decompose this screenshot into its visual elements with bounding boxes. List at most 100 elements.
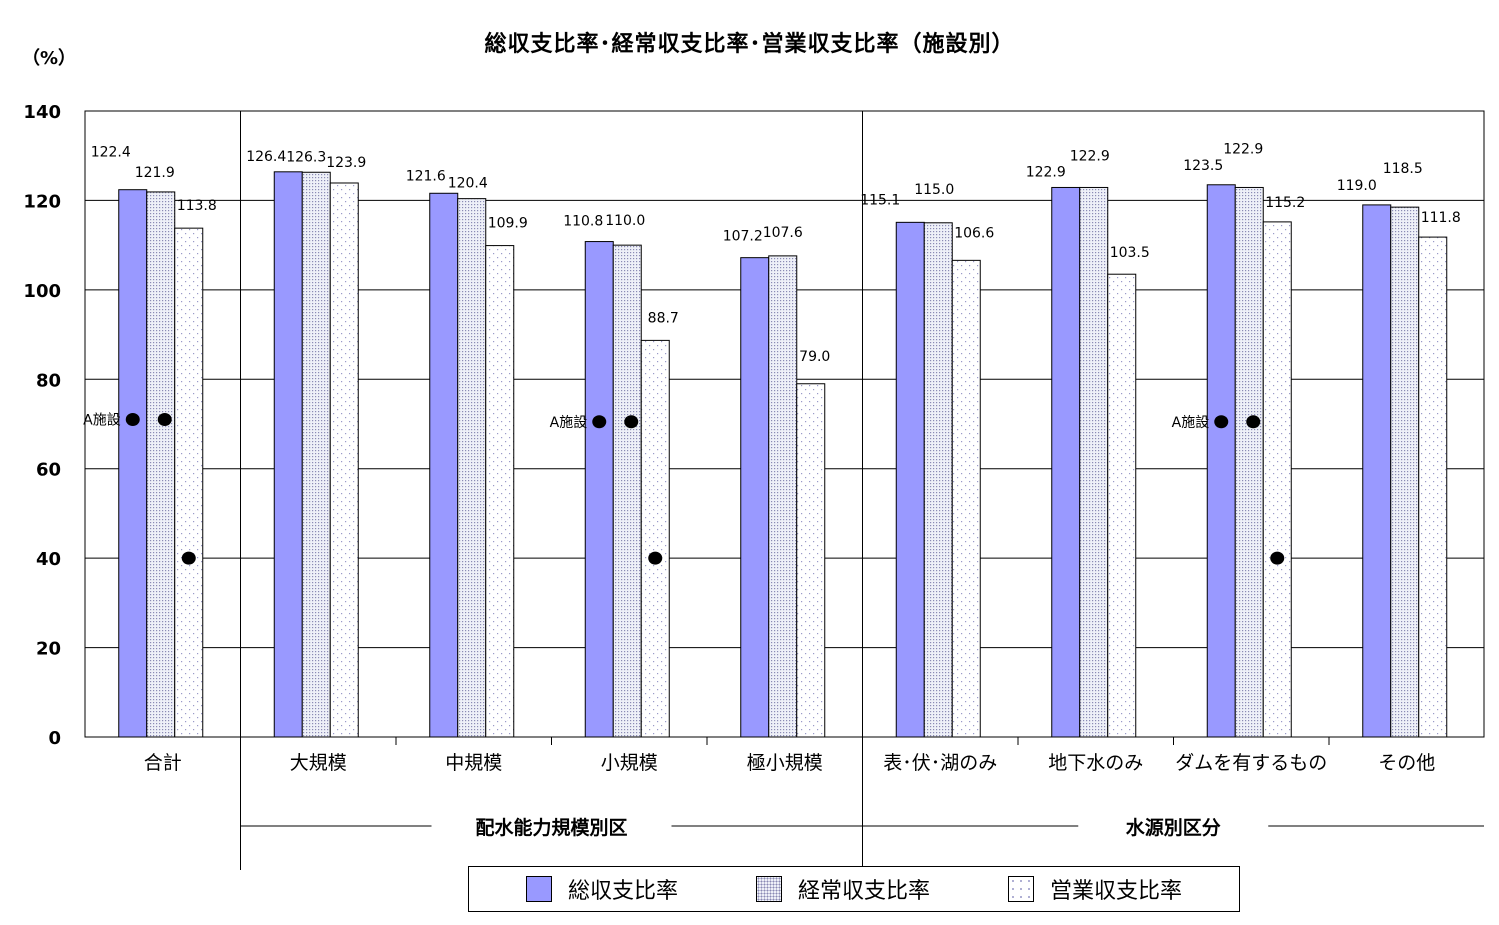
bar-total — [584, 241, 614, 738]
bar-total — [740, 257, 770, 738]
legend-label-operating: 営業収支比率 — [1049, 879, 1182, 904]
data-label-total: 110.8 — [563, 214, 603, 230]
legend-label-ordinary: 経常収支比率 — [797, 879, 930, 904]
data-label-total: 122.4 — [91, 145, 131, 161]
facility-marker-label: A施設 — [1172, 415, 1210, 431]
data-label-total: 126.4 — [246, 149, 286, 165]
legend-swatch-ordinary — [755, 876, 782, 902]
y-tick-label: 60 — [36, 460, 61, 481]
data-label-ordinary: 122.9 — [1223, 141, 1263, 157]
legend-label-total: 総収支比率 — [567, 879, 678, 904]
data-label-ordinary: 110.0 — [605, 213, 645, 229]
bar-total — [1362, 204, 1392, 738]
facility-marker — [1214, 415, 1229, 429]
x-tick-label: 小規模 — [601, 752, 658, 774]
legend-item-operating: 営業収支比率 — [1007, 873, 1182, 905]
bar-operating — [485, 245, 515, 738]
bar-ordinary — [457, 198, 487, 738]
bar-total — [273, 171, 303, 738]
bar-ordinary — [1234, 186, 1264, 738]
y-tick-label: 100 — [23, 281, 61, 302]
bars — [118, 171, 1448, 738]
bar-total — [1051, 186, 1081, 738]
data-label-ordinary: 120.4 — [448, 176, 488, 192]
data-label-ordinary: 118.5 — [1383, 161, 1423, 177]
bar-operating — [1107, 273, 1137, 738]
facility-marker — [125, 413, 140, 427]
data-label-total: 115.1 — [860, 192, 900, 208]
data-label-ordinary: 122.9 — [1070, 148, 1110, 164]
bar-operating — [640, 339, 670, 738]
data-label-operating: 103.5 — [1110, 245, 1150, 261]
group-label: 水源別区分 — [1126, 816, 1221, 839]
data-label-operating: 79.0 — [799, 349, 830, 365]
legend-swatch-operating — [1007, 876, 1034, 902]
bar-operating — [1418, 236, 1448, 738]
x-tick-label: 中規模 — [445, 752, 502, 774]
data-label-ordinary: 126.3 — [286, 149, 326, 165]
bar-total — [118, 189, 148, 738]
y-tick-label: 20 — [36, 639, 61, 660]
bar-total — [895, 221, 925, 738]
data-label-operating: 113.8 — [177, 198, 217, 214]
facility-marker — [592, 415, 607, 429]
data-label-total: 121.6 — [406, 168, 446, 184]
bar-ordinary — [923, 222, 953, 738]
bar-ordinary — [768, 255, 798, 738]
data-label-total: 122.9 — [1026, 164, 1066, 180]
y-tick-label: 120 — [23, 191, 61, 212]
legend-swatch-total — [525, 876, 552, 902]
bar-ordinary — [146, 191, 176, 738]
data-label-operating: 123.9 — [326, 155, 366, 171]
x-tick-label: 合計 — [144, 752, 182, 774]
data-label-ordinary: 115.0 — [914, 182, 954, 198]
data-label-operating: 115.2 — [1265, 195, 1305, 211]
facility-marker-label: A施設 — [83, 413, 121, 429]
legend-item-ordinary: 経常収支比率 — [755, 873, 930, 905]
facility-marker — [648, 551, 663, 565]
bar-operating — [796, 383, 826, 738]
group-label: 配水能力規模別区 — [475, 816, 627, 839]
facility-marker — [157, 413, 172, 427]
bar-ordinary — [1390, 206, 1420, 738]
x-tick-label: ダムを有するもの — [1175, 752, 1327, 774]
data-label-ordinary: 121.9 — [135, 165, 175, 181]
y-tick-label: 80 — [36, 370, 61, 391]
data-label-operating: 88.7 — [648, 310, 679, 326]
data-label-total: 119.0 — [1337, 178, 1377, 194]
bar-ordinary — [612, 244, 642, 738]
bar-ordinary — [1079, 186, 1109, 738]
data-label-ordinary: 107.6 — [763, 225, 803, 241]
markers — [125, 413, 1285, 565]
chart-title: 総収支比率･経常収支比率･営業収支比率（施設別） — [484, 32, 1015, 57]
facility-marker-label: A施設 — [550, 415, 588, 431]
y-tick-label: 0 — [48, 728, 61, 749]
x-tick-label: 大規模 — [290, 752, 347, 774]
plot-area-border — [84, 110, 1485, 738]
y-tick-label: 40 — [36, 549, 61, 570]
data-label-operating: 109.9 — [488, 216, 528, 232]
bar-operating — [951, 259, 981, 738]
y-axis-unit: （%） — [22, 48, 77, 69]
bar-total — [429, 192, 459, 738]
legend: 総収支比率 経常収支比率 営業収支比率 — [468, 866, 1240, 912]
y-tick-label: 140 — [23, 102, 61, 123]
bar-operating — [329, 182, 359, 738]
bar-total — [1206, 184, 1236, 738]
x-tick-label: その他 — [1378, 752, 1435, 774]
data-label-operating: 111.8 — [1421, 210, 1461, 226]
data-label-total: 107.2 — [723, 229, 763, 245]
x-tick-label: 地下水のみ — [1048, 752, 1143, 774]
bar-operating — [1262, 221, 1292, 738]
bar-ordinary — [301, 171, 331, 738]
legend-item-total: 総収支比率 — [525, 873, 678, 905]
data-label-operating: 106.6 — [954, 225, 994, 241]
plot-frame — [84, 110, 1485, 870]
facility-marker — [1246, 415, 1261, 429]
bar-operating — [174, 227, 204, 738]
facility-marker — [624, 415, 639, 429]
x-tick-label: 表･伏･湖のみ — [883, 752, 997, 774]
labels: 0 20 40 60 80 100 120 140 合計 大規模 中規模 小規模 極小規模 表･伏･湖のみ… — [23, 102, 1460, 839]
data-label-total: 123.5 — [1183, 158, 1223, 174]
